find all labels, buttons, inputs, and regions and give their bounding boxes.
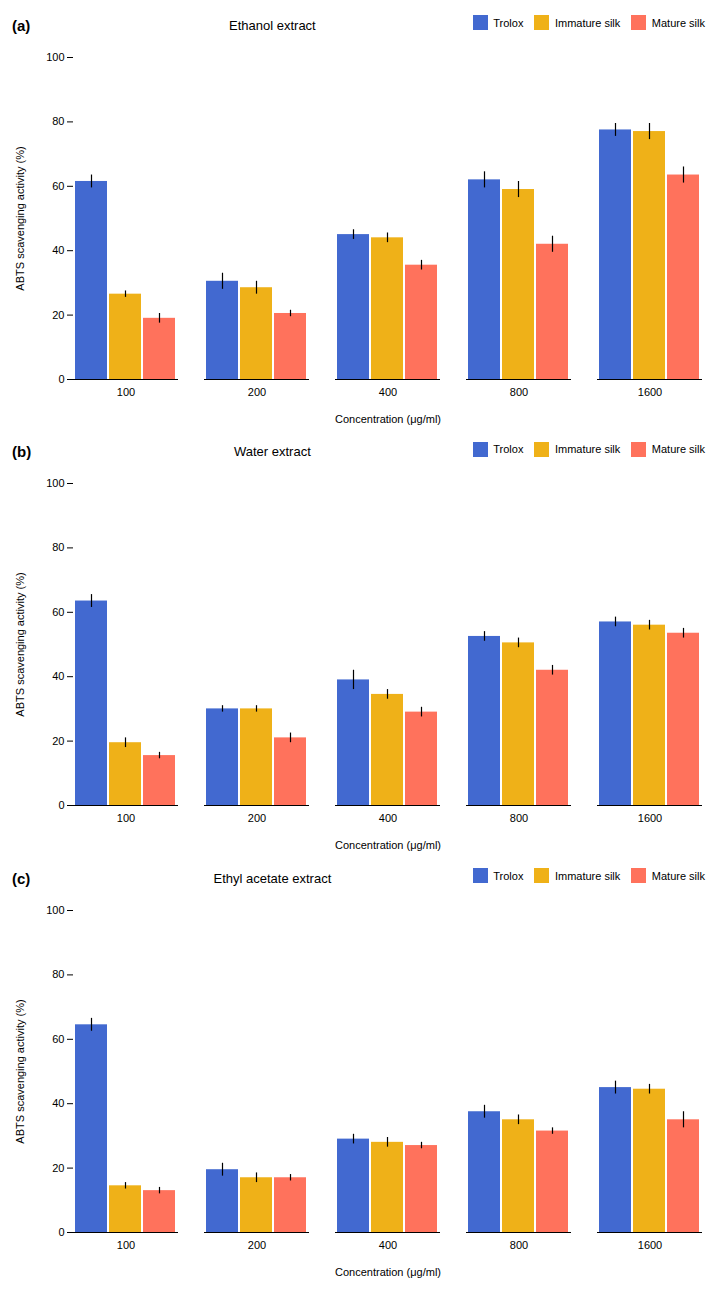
html-text:Ethyl acetate extract: Ethyl acetate extract (213, 870, 332, 886)
svg-text:800: 800 (510, 812, 528, 824)
svg-text:100: 100 (117, 812, 135, 824)
html-text:(c): (c) (12, 869, 31, 887)
html-text:Water extract: Water extract (234, 444, 311, 460)
svg-text:80: 80 (52, 115, 64, 127)
svg-text:1600: 1600 (638, 812, 662, 824)
html-text:Trolox: Trolox (493, 869, 524, 882)
svg-text:20: 20 (52, 308, 64, 320)
svg-text:Concentration (μg/ml): Concentration (μg/ml) (335, 1265, 441, 1277)
html-text:Trolox: Trolox (493, 443, 524, 455)
svg-text:60: 60 (52, 606, 64, 618)
html-text:Mature silk: Mature silk (651, 869, 705, 882)
svg-text:100: 100 (46, 477, 64, 489)
svg-text:400: 400 (379, 386, 397, 398)
svg-text:1600: 1600 (638, 386, 662, 398)
svg-text:400: 400 (379, 812, 397, 824)
svg-text:200: 200 (248, 812, 266, 824)
svg-text:40: 40 (52, 1097, 64, 1109)
svg-text:200: 200 (248, 1239, 266, 1251)
html-text:(b): (b) (12, 443, 32, 461)
svg-text:200: 200 (248, 386, 266, 398)
svg-text:0: 0 (58, 1226, 64, 1238)
svg-text:100: 100 (117, 1239, 135, 1251)
svg-text:20: 20 (52, 735, 64, 747)
svg-text:800: 800 (510, 1239, 528, 1251)
svg-text:20: 20 (52, 1161, 64, 1173)
html-text:Immature silk: Immature silk (554, 869, 621, 882)
svg-text:80: 80 (52, 968, 64, 980)
svg-text:100: 100 (117, 386, 135, 398)
svg-text:1600: 1600 (638, 1239, 662, 1251)
svg-text:100: 100 (46, 904, 64, 916)
svg-text:ABTS scavenging activity (%): ABTS scavenging activity (%) (14, 999, 26, 1143)
svg-text:60: 60 (52, 1032, 64, 1044)
svg-text:80: 80 (52, 541, 64, 553)
html-text:Immature silk: Immature silk (554, 443, 621, 455)
svg-text:60: 60 (52, 179, 64, 191)
svg-text:Concentration (μg/ml): Concentration (μg/ml) (335, 839, 441, 851)
svg-text:0: 0 (58, 373, 64, 385)
html-text:Mature silk: Mature silk (651, 443, 705, 455)
svg-text:Concentration (μg/ml): Concentration (μg/ml) (335, 412, 441, 424)
html-text:(a): (a) (12, 16, 31, 34)
html-text:Trolox: Trolox (493, 16, 524, 29)
svg-text:0: 0 (58, 799, 64, 811)
svg-text:40: 40 (52, 670, 64, 682)
svg-text:400: 400 (379, 1239, 397, 1251)
svg-text:40: 40 (52, 244, 64, 256)
html-text:Immature silk: Immature silk (554, 16, 621, 29)
svg-text:800: 800 (510, 386, 528, 398)
html-text:Ethanol extract: Ethanol extract (229, 17, 316, 33)
svg-text:100: 100 (46, 51, 64, 63)
html-text:Mature silk: Mature silk (651, 16, 705, 29)
svg-text:ABTS scavenging activity (%): ABTS scavenging activity (%) (14, 146, 26, 290)
svg-text:ABTS scavenging activity (%): ABTS scavenging activity (%) (14, 572, 26, 716)
